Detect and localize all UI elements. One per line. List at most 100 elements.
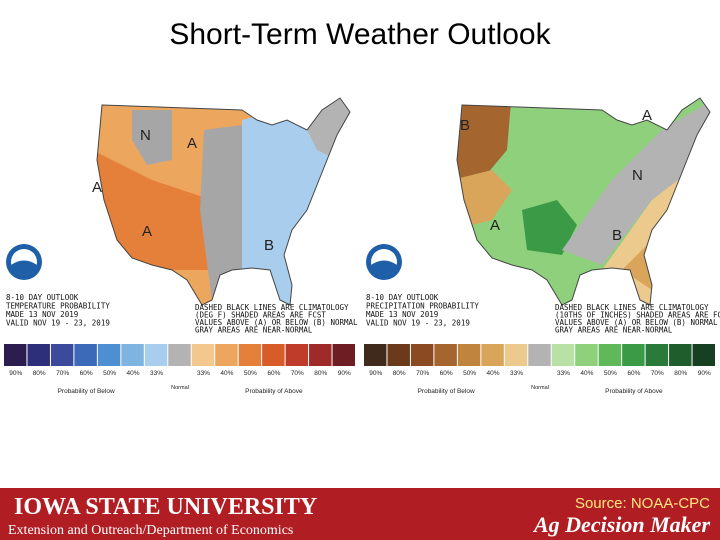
legend-swatch [598,344,622,366]
source: Source: NOAA-CPC [575,495,710,512]
outlook-note: GRAY AREAS ARE NEAR-NORMAL [555,326,673,335]
outlook-note: VALUES ABOVE (A) OR BELOW (B) NORMAL [195,318,358,327]
legend-label: 33% [150,370,163,377]
legend-label: 80% [393,370,406,377]
legend-above: Probability of Above [605,388,663,395]
legend-normal: Normal [531,385,549,391]
legend-swatch [457,344,481,366]
outlook-heading: MADE 13 NOV 2019 [366,310,438,319]
legend-swatch [669,344,692,366]
legend-swatch [332,344,355,366]
outlook-note: GRAY AREAS ARE NEAR-NORMAL [195,326,313,335]
legend-label: 50% [463,370,476,377]
department: Extension and Outreach/Department of Eco… [8,523,293,538]
legend-swatch [144,344,168,366]
legend-swatch [434,344,457,366]
outlook-heading: TEMPERATURE PROBABILITY [6,302,110,311]
university-name: IOWA STATE UNIVERSITY [14,494,317,520]
region-label: A [92,179,102,196]
legend-label: 33% [197,370,210,377]
legend-label: 40% [580,370,593,377]
legend-label: 40% [487,370,500,377]
region-label: N [140,127,151,144]
region-label: A [490,217,500,234]
legend-label: 70% [56,370,69,377]
outlook-note: (DEG F) SHADED AREAS ARE FCST [195,311,326,320]
region [562,100,710,265]
region-labels: B A N B A [460,107,652,244]
legend-swatch [27,344,50,366]
legend-label: 90% [338,370,351,377]
legend-label: 50% [103,370,116,377]
legend-label: 80% [33,370,46,377]
region-label: B [460,117,470,134]
legends: 90% 80% 70% 60% 50% 40% 33% 33% 40% 50% 60% 70% 80% 9… [4,344,715,395]
legend-label: 50% [244,370,257,377]
legend-label: 40% [220,370,233,377]
us-outline [456,97,711,306]
outlook-note: VALUES ABOVE (A) OR BELOW (B) NORMAL [555,318,718,327]
region [522,200,577,255]
legend-label: 80% [314,370,327,377]
legend-label: 33% [510,370,523,377]
legend-swatch [309,344,332,366]
legend-swatch [191,344,215,366]
legend-swatch [285,344,309,366]
region-labels: N A A B A [92,127,274,254]
legend-swatch [215,344,238,366]
region [457,98,512,190]
outlook-heading: VALID NOV 19 - 23, 2019 [366,319,470,328]
region [132,110,172,165]
legend-label: 70% [651,370,664,377]
region-label: N [632,167,643,184]
legend-normal: Normal [171,385,189,391]
legend-above: Probability of Above [245,388,303,395]
noaa-logo [6,244,42,280]
legend-swatch [410,344,434,366]
program-name: Ag Decision Maker [532,512,710,537]
legend-swatch [4,344,27,366]
region [200,125,242,300]
legend-swatch [74,344,97,366]
outlook-heading: PRECIPITATION PROBABILITY [366,302,479,311]
outlook-note: (10THS OF INCHES) SHADED AREAS ARE FCST [555,311,720,320]
legend-swatch [645,344,669,366]
outlook-heading: VALID NOV 19 - 23, 2019 [6,319,110,328]
legend-label: 40% [127,370,140,377]
region-label: B [612,227,622,244]
legend-swatch [575,344,598,366]
legend-swatch [364,344,387,366]
slide-title: Short-Term Weather Outlook [169,18,551,51]
region-label: A [142,223,152,240]
legend-swatch [50,344,74,366]
legend-swatch [168,344,191,366]
legend-swatch [528,344,551,366]
legend-below: Probability of Below [418,388,475,395]
region-label: B [264,237,274,254]
outlook-heading: 8-10 DAY OUTLOOK [366,293,439,302]
legend-label: 33% [557,370,570,377]
legend-label: 60% [80,370,93,377]
legend-swatch [387,344,410,366]
outlook-note: DASHED BLACK LINES ARE CLIMATOLOGY [195,303,349,312]
us-outline [96,97,351,306]
region-label: A [642,107,652,124]
temperature-map: N A A B A [92,97,351,306]
legend-label: 70% [291,370,304,377]
legend-label: 50% [604,370,617,377]
legend-label: 80% [674,370,687,377]
legend-label: 90% [698,370,711,377]
legend-label: 90% [9,370,22,377]
noaa-logo [366,244,402,280]
outlook-heading: 8-10 DAY OUTLOOK [6,293,79,302]
legend-label: 60% [267,370,280,377]
outlook-note: DASHED BLACK LINES ARE CLIMATOLOGY [555,303,709,312]
legend-label: 90% [369,370,382,377]
legend-swatch [97,344,121,366]
legend-swatch [121,344,144,366]
legend-swatch [622,344,645,366]
footer-band [0,488,720,540]
legend-label: 60% [627,370,640,377]
